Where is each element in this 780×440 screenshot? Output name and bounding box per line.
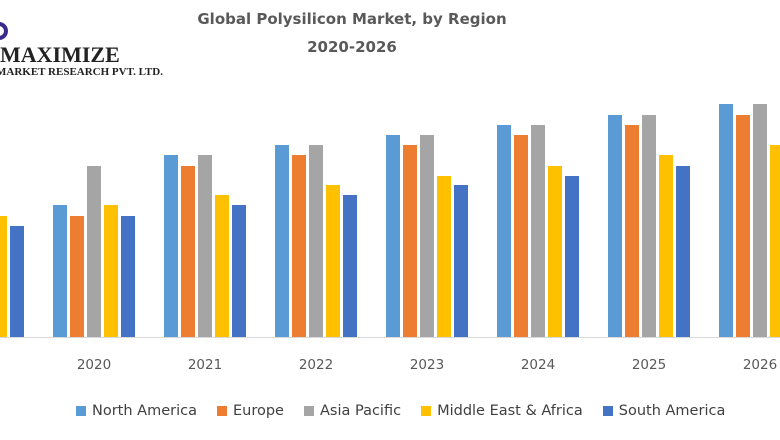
bar-north-america-2022: [275, 145, 289, 337]
x-tick-label: 2024: [521, 357, 555, 373]
bar-asia-pacific-2020: [87, 166, 101, 337]
bar-asia-pacific-2025: [642, 115, 656, 337]
x-tick-label: 2026: [743, 357, 777, 373]
logo-mark-icon: [0, 22, 8, 40]
legend-swatch-icon: [76, 406, 86, 416]
bar-middle-east-africa-2026: [770, 145, 780, 337]
bar-south-america-2025: [676, 166, 690, 337]
bar-europe-2024: [514, 135, 528, 337]
bar-north-america-2020: [53, 205, 67, 337]
logo-tagline: MARKET RESEARCH PVT. LTD.: [0, 66, 163, 78]
bar-europe-2026: [736, 115, 750, 337]
bar-middle-east-africa-2023: [437, 176, 451, 337]
legend-item: North America: [76, 403, 197, 419]
legend-swatch-icon: [216, 406, 227, 416]
chart-subtitle: 2020-2026: [307, 38, 397, 56]
bar-south-america-2019: [10, 226, 24, 337]
legend-item: South America: [602, 403, 726, 419]
legend-label: Middle East & Africa: [437, 403, 583, 419]
bar-south-america-2021: [232, 205, 246, 337]
bar-north-america-2025: [608, 115, 622, 337]
legend-label: North America: [92, 403, 197, 419]
bar-asia-pacific-2026: [753, 104, 767, 337]
legend-label: South America: [618, 403, 726, 419]
bar-north-america-2024: [497, 125, 511, 337]
legend-swatch-icon: [303, 406, 314, 416]
legend-item: Asia Pacific: [303, 403, 402, 419]
bar-asia-pacific-2023: [420, 135, 434, 337]
legend-swatch-icon: [602, 406, 613, 416]
bar-south-america-2024: [565, 176, 579, 337]
legend-label: Europe: [232, 403, 284, 419]
x-tick-label: 2020: [77, 357, 111, 373]
x-tick-label: 2021: [188, 357, 222, 373]
bar-europe-2023: [403, 145, 417, 337]
chart-legend: North America Europe Asia Pacific Middle Ea…: [76, 403, 725, 419]
bar-europe-2021: [181, 166, 195, 337]
bar-middle-east-africa-2021: [215, 195, 229, 337]
legend-item: Middle East & Africa: [421, 403, 583, 419]
legend-item: Europe: [216, 403, 284, 419]
bar-south-america-2020: [121, 216, 135, 337]
bar-europe-2020: [70, 216, 84, 337]
bar-europe-2025: [625, 125, 639, 337]
bar-north-america-2021: [164, 155, 178, 337]
bar-asia-pacific-2021: [198, 155, 212, 337]
bar-europe-2022: [292, 155, 306, 337]
bar-north-america-2026: [719, 104, 733, 337]
x-tick-label: 2025: [632, 357, 666, 373]
chart-title: Global Polysilicon Market, by Region: [197, 10, 507, 28]
bar-middle-east-africa-2019: [0, 216, 7, 337]
legend-label: Asia Pacific: [319, 403, 402, 419]
bar-north-america-2023: [386, 135, 400, 337]
bar-middle-east-africa-2024: [548, 166, 562, 337]
x-tick-label: 2023: [410, 357, 444, 373]
bar-middle-east-africa-2020: [104, 205, 118, 337]
legend-swatch-icon: [421, 406, 432, 416]
bar-middle-east-africa-2025: [659, 155, 673, 337]
bar-middle-east-africa-2022: [326, 185, 340, 337]
bar-south-america-2022: [343, 195, 357, 337]
x-tick-label: 2022: [299, 357, 333, 373]
logo-name: MAXIMIZE: [0, 42, 120, 67]
bar-asia-pacific-2024: [531, 125, 545, 337]
bar-asia-pacific-2022: [309, 145, 323, 337]
bar-south-america-2023: [454, 185, 468, 337]
